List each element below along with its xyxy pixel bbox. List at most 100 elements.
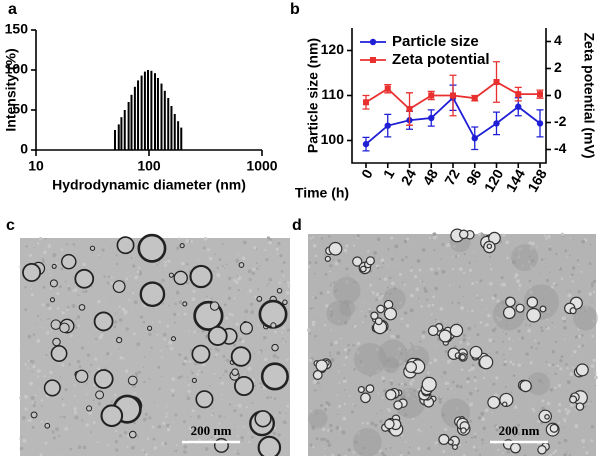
texture [502, 331, 504, 333]
texture [554, 340, 558, 344]
texture [382, 261, 385, 264]
texture [237, 288, 241, 292]
texture [471, 309, 474, 313]
texture [153, 401, 156, 404]
texture [535, 246, 538, 248]
texture [401, 370, 404, 372]
panel-label: d [292, 217, 302, 234]
texture [314, 272, 316, 275]
texture [365, 275, 367, 277]
texture [590, 284, 594, 288]
texture [352, 403, 354, 405]
texture [545, 266, 547, 268]
texture [322, 427, 326, 432]
aggregate [549, 423, 559, 433]
texture [74, 325, 78, 329]
texture [166, 324, 170, 328]
texture [196, 415, 201, 419]
texture [312, 243, 317, 248]
panel-label: c [6, 217, 15, 234]
texture [564, 249, 568, 253]
texture [331, 453, 335, 456]
texture [445, 355, 447, 357]
texture [116, 335, 119, 338]
texture [308, 265, 311, 268]
halo [573, 305, 598, 331]
texture [389, 446, 392, 449]
texture [562, 417, 566, 421]
texture [462, 337, 467, 342]
texture [481, 417, 486, 422]
texture [453, 345, 457, 349]
texture [420, 305, 423, 308]
texture [43, 375, 46, 378]
texture [388, 328, 392, 332]
texture [210, 348, 213, 351]
texture [216, 266, 219, 270]
y-tick-label: 110 [321, 86, 344, 102]
texture [70, 334, 74, 338]
texture [463, 271, 466, 274]
aggregate [575, 363, 589, 377]
texture [310, 353, 312, 356]
vesicle [49, 297, 55, 303]
texture [212, 412, 215, 415]
texture [352, 451, 355, 454]
texture [180, 261, 185, 266]
texture [132, 255, 134, 258]
texture [258, 264, 261, 267]
texture [431, 303, 435, 307]
texture [324, 407, 328, 411]
texture [160, 375, 163, 378]
vesicle [256, 295, 263, 302]
aggregate [421, 376, 437, 392]
texture [246, 372, 249, 374]
texture [19, 351, 21, 353]
texture [343, 377, 346, 380]
texture [282, 274, 285, 277]
y2-tick-label: 4 [554, 32, 562, 48]
texture [527, 328, 532, 333]
marker [536, 120, 544, 127]
texture [206, 248, 210, 252]
texture [224, 297, 227, 299]
texture [19, 446, 24, 451]
marker [428, 92, 435, 99]
texture [31, 401, 34, 404]
texture [343, 364, 346, 367]
y2-tick-label: 0 [554, 86, 562, 102]
texture [555, 252, 558, 255]
texture [281, 331, 284, 334]
texture [165, 415, 168, 418]
texture [403, 383, 408, 387]
texture [166, 346, 169, 348]
texture [483, 376, 486, 380]
texture [581, 439, 586, 443]
texture [187, 389, 191, 393]
texture [171, 377, 176, 382]
texture [434, 441, 438, 445]
texture [381, 267, 384, 269]
texture [233, 278, 236, 282]
texture [275, 415, 277, 417]
bar [167, 98, 170, 150]
bar [153, 73, 156, 150]
texture [36, 314, 40, 318]
texture [262, 336, 267, 340]
texture [461, 335, 463, 337]
texture [410, 269, 413, 272]
bar [170, 106, 173, 150]
texture [569, 290, 571, 292]
texture [198, 369, 201, 372]
texture [569, 237, 572, 239]
texture [39, 370, 42, 372]
texture [96, 441, 99, 444]
texture [182, 443, 185, 445]
halo [526, 372, 550, 396]
texture [418, 268, 422, 272]
texture [517, 415, 519, 417]
texture [81, 419, 84, 422]
texture [421, 248, 426, 252]
aggregate [452, 444, 458, 451]
aggregate [438, 329, 452, 343]
